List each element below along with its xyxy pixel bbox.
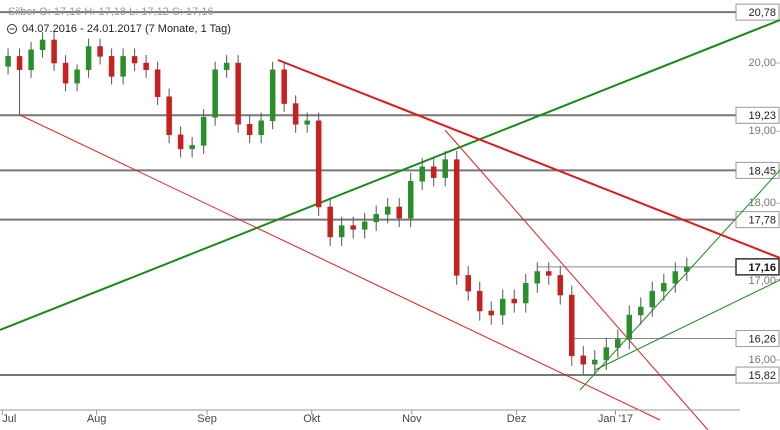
candle-body (39, 39, 46, 51)
channel-line (19, 114, 661, 421)
candle-body (546, 271, 552, 276)
candle-body (626, 314, 633, 340)
candle-body (235, 62, 241, 125)
x-tick-label: Aug (87, 413, 107, 425)
candle-body (338, 225, 345, 238)
level-box (735, 3, 780, 21)
x-tick-label: Nov (402, 413, 422, 425)
candle-body (120, 56, 126, 77)
candle-body (476, 290, 483, 312)
candle-body (649, 290, 656, 308)
candle-body (85, 46, 92, 70)
candle-body (143, 62, 149, 70)
candle-body (350, 225, 356, 230)
candle-body (592, 359, 598, 365)
support-line (594, 279, 780, 371)
candle-body (511, 298, 517, 304)
level-label: 16,26 (748, 333, 776, 345)
instrument-header: Silber O: 17,16 H: 17,18 L: 17,12 C: 17,… (8, 6, 213, 18)
candle-body (661, 282, 667, 292)
candle-body (534, 271, 541, 284)
candle-body (258, 120, 264, 136)
candle-body (246, 124, 253, 136)
candle-body (189, 145, 195, 150)
level-box (735, 330, 780, 348)
candle-body (396, 206, 402, 219)
candle-body (672, 271, 679, 284)
candle-body (557, 275, 564, 296)
candle-body (154, 69, 161, 97)
candle-body (453, 159, 460, 276)
candle-body (615, 339, 621, 348)
level-box (735, 106, 780, 124)
candle-body (488, 310, 494, 316)
candle-body (212, 69, 218, 118)
trend-line-green (0, 19, 780, 331)
channel-line (444, 129, 709, 430)
candle-body (315, 120, 322, 208)
y-tick-label: 20,00 (748, 57, 776, 69)
candle-body (177, 134, 184, 150)
candle-body (5, 56, 11, 67)
level-label: 20,78 (748, 7, 776, 19)
candle-body (269, 69, 276, 122)
level-label: 18,45 (748, 165, 776, 177)
level-label: 19,23 (748, 110, 776, 122)
candle-body (580, 355, 587, 365)
y-tick-label: 19,00 (748, 125, 776, 137)
candle-body (166, 96, 172, 136)
level-box (735, 366, 780, 384)
candle-body (281, 69, 287, 104)
candle-body (465, 275, 471, 292)
candle-body (523, 282, 529, 304)
x-tick-label: Sep (197, 413, 217, 425)
level-box (735, 211, 780, 229)
candle-body (499, 298, 506, 316)
candle-body (327, 206, 333, 238)
x-tick-label: Jan '17 (598, 413, 633, 425)
candle-body (74, 69, 80, 84)
level-label: 17,16 (748, 262, 776, 274)
support-line (579, 169, 780, 391)
collapse-icon[interactable] (7, 24, 17, 34)
candle-body (419, 166, 425, 182)
x-tick-label: Dez (507, 413, 527, 425)
candle-body (569, 294, 575, 357)
candle-body (384, 206, 391, 215)
candle-body (684, 266, 690, 272)
candle-body (304, 120, 310, 125)
level-label: 17,78 (748, 215, 776, 227)
level-label: 15,82 (748, 370, 776, 382)
candle-body (361, 221, 368, 230)
date-range: 04.07.2016 - 24.01.2017 (7 Monate, 1 Tag… (22, 23, 231, 35)
candle-body (442, 159, 448, 178)
candle-body (603, 347, 610, 361)
x-tick-label: Jul (2, 413, 16, 425)
y-tick-label: 17,00 (748, 275, 776, 287)
candle-body (638, 306, 644, 316)
x-tick-label: Okt (303, 413, 320, 425)
candle-body (373, 214, 379, 223)
candle-body (430, 166, 437, 178)
candle-body (131, 56, 138, 64)
candle-body (97, 46, 103, 57)
candle-body (62, 62, 69, 84)
candle-body (51, 39, 57, 64)
candle-body (16, 56, 23, 70)
candle-body (292, 103, 299, 125)
y-tick-label: 16,00 (748, 354, 776, 366)
trend-line-red (277, 59, 780, 259)
y-tick-label: 18,00 (748, 197, 776, 209)
level-box (735, 258, 780, 276)
candle-body (223, 62, 230, 70)
candle-body (407, 180, 414, 219)
candle-body (108, 56, 115, 77)
candle-body (200, 117, 207, 146)
candle-body (28, 49, 34, 70)
